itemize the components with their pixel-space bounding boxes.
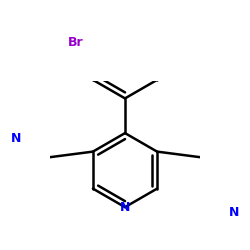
Text: N: N bbox=[120, 201, 130, 214]
Text: N: N bbox=[228, 206, 239, 220]
Text: Br: Br bbox=[68, 36, 84, 49]
Text: N: N bbox=[11, 132, 22, 145]
